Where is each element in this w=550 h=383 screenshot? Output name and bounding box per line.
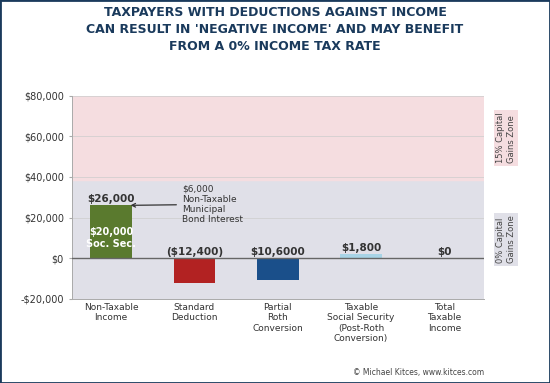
Text: $20,000
Soc. Sec.: $20,000 Soc. Sec.: [86, 227, 136, 249]
Text: TAXPAYERS WITH DEDUCTIONS AGAINST INCOME
CAN RESULT IN 'NEGATIVE INCOME' AND MAY: TAXPAYERS WITH DEDUCTIONS AGAINST INCOME…: [86, 6, 464, 53]
Text: $10,6000: $10,6000: [250, 247, 305, 257]
Bar: [90, 205, 132, 258]
Bar: [257, 258, 299, 280]
Text: © Michael Kitces, www.kitces.com: © Michael Kitces, www.kitces.com: [353, 368, 484, 377]
Text: $1,800: $1,800: [341, 243, 381, 253]
Text: $26,000: $26,000: [87, 194, 135, 204]
Text: ($12,400): ($12,400): [166, 247, 223, 257]
Text: 15% Capital
Gains Zone: 15% Capital Gains Zone: [496, 113, 516, 163]
Bar: [72, 180, 484, 299]
Bar: [174, 258, 215, 283]
Bar: [340, 254, 382, 258]
Text: $6,000
Non-Taxable
Municipal
Bond Interest: $6,000 Non-Taxable Municipal Bond Intere…: [132, 184, 243, 224]
Legend: 10% Ordinary Income, 12% Ordinary Income: 10% Ordinary Income, 12% Ordinary Income: [146, 381, 410, 383]
Bar: [72, 96, 484, 180]
Text: $0: $0: [437, 247, 452, 257]
Text: 0% Capital
Gains Zone: 0% Capital Gains Zone: [496, 215, 516, 263]
